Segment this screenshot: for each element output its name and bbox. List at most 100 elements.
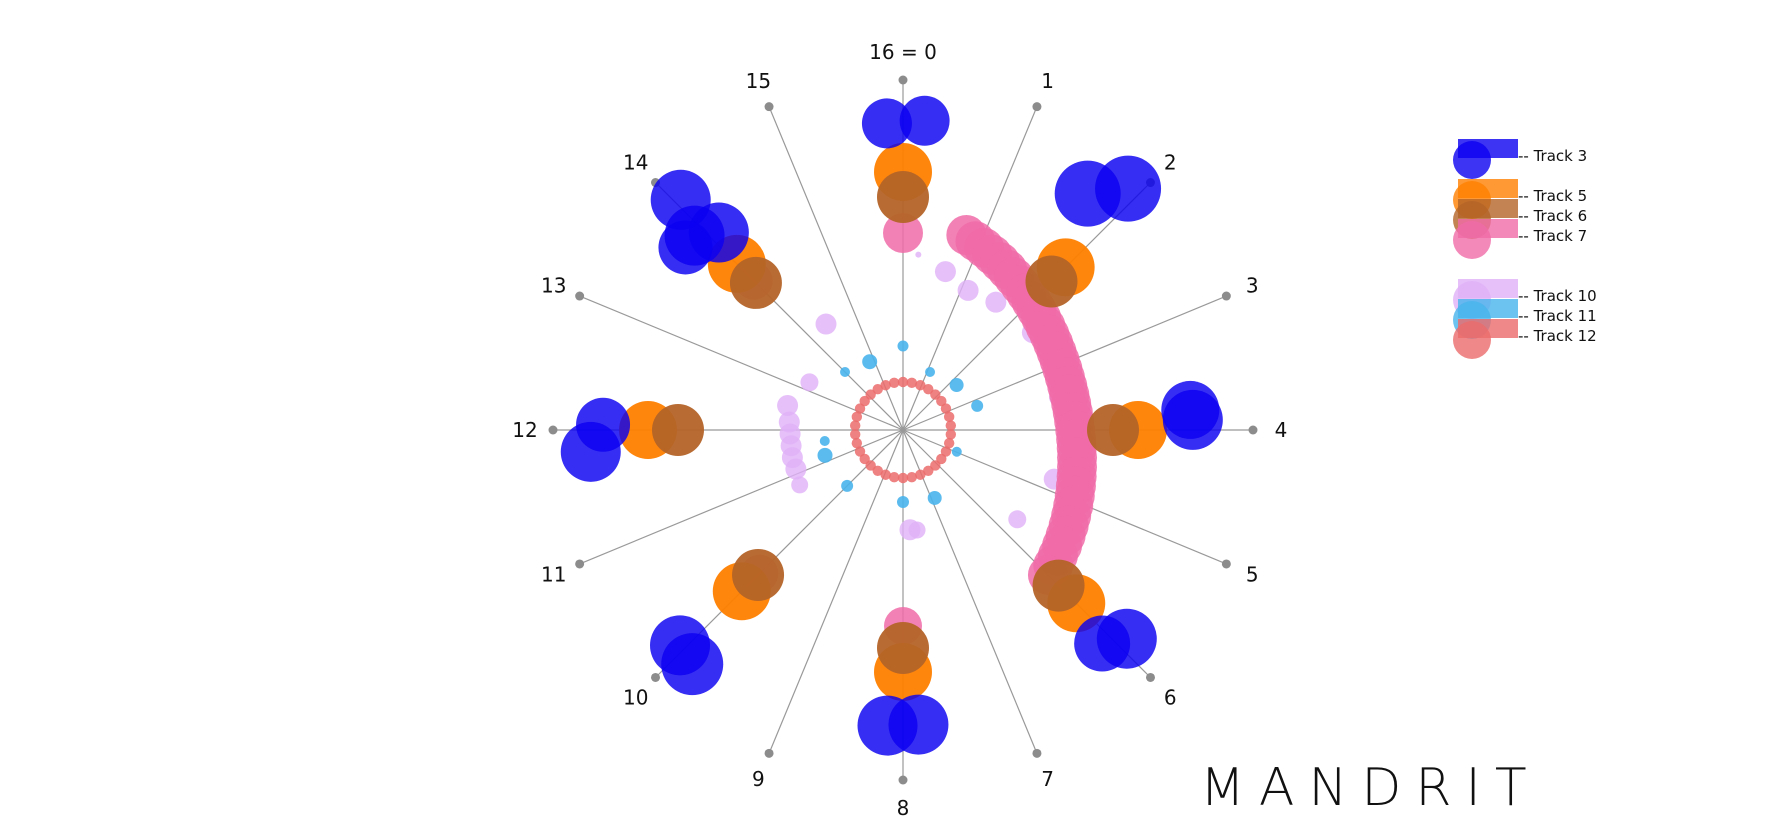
legend-label-track3: -- Track 3	[1518, 147, 1587, 165]
spoke-line-15	[768, 106, 904, 431]
track6-dot	[1087, 404, 1139, 456]
track12-dot	[897, 376, 909, 388]
track3-dot	[899, 95, 950, 146]
track12-dot	[859, 453, 870, 465]
track6-dot	[877, 171, 929, 223]
legend-label-track7: -- Track 7	[1518, 227, 1587, 245]
spoke-line-11	[579, 429, 904, 565]
spoke-label-10: 10	[623, 685, 648, 709]
dots-layer	[560, 95, 1223, 756]
track12-dot	[872, 383, 883, 395]
track12-dot	[850, 429, 861, 440]
spoke-end-marker-11	[575, 559, 585, 569]
spoke-label-14: 14	[623, 151, 648, 175]
track3-dot	[1095, 155, 1162, 222]
track10-dot	[815, 313, 837, 335]
track12-dot	[923, 465, 934, 477]
track10-dot	[1008, 510, 1027, 529]
spoke-end-marker-10	[651, 672, 661, 682]
track11-dot	[927, 490, 942, 505]
spoke-end-marker-13	[575, 291, 585, 301]
track12-dot	[940, 446, 952, 457]
spoke-line-7	[902, 429, 1038, 754]
track10-dot	[985, 291, 1007, 313]
track3-dot	[576, 397, 631, 452]
track12-dot	[923, 383, 934, 395]
legend-label-track12: -- Track 12	[1518, 327, 1597, 345]
track12-dot	[865, 389, 876, 400]
track10-dot	[899, 519, 921, 541]
track3-dot	[1162, 389, 1223, 450]
track12-dot	[850, 420, 861, 431]
track10-dot	[915, 251, 922, 258]
track12-dot	[915, 380, 926, 391]
legend: -- Track 3 -- Track 5 -- Track 6 -- Track 7…	[1453, 139, 1597, 359]
track12-dot	[945, 429, 956, 440]
track6-dot	[877, 622, 929, 674]
brand-title: MANDRIT	[1200, 758, 1541, 818]
track11-dot	[841, 479, 854, 492]
spoke-end-marker-7	[1032, 748, 1042, 758]
spoke-label-13: 13	[541, 273, 566, 297]
legend-dot-track7	[1453, 221, 1491, 259]
track12-dot	[930, 460, 941, 471]
track11-dot	[951, 446, 962, 457]
track11-dot	[949, 378, 964, 393]
track11-dot	[897, 496, 909, 508]
spoke-label-5: 5	[1246, 563, 1259, 587]
track7-dot	[883, 213, 923, 253]
track12-dot	[915, 469, 926, 480]
track3-dot	[1074, 615, 1131, 672]
spoke-label-9: 9	[752, 767, 765, 791]
track12-dot	[945, 420, 956, 431]
spoke-label-4: 4	[1275, 418, 1288, 442]
spoke-label-8: 8	[897, 796, 910, 820]
track12-dot	[906, 377, 918, 389]
spoke-end-marker-3	[1221, 291, 1231, 301]
spoke-label-3: 3	[1246, 273, 1259, 297]
spoke-end-marker-5	[1221, 559, 1231, 569]
track6-dot	[1032, 559, 1085, 612]
spoke-line-13	[579, 295, 904, 431]
track12-dot	[897, 472, 909, 484]
spoke-end-marker-0	[898, 75, 908, 85]
track11-dot	[971, 399, 984, 412]
spoke-end-marker-8	[898, 775, 908, 785]
track12-dot	[851, 411, 863, 423]
track3-dot	[861, 98, 912, 149]
track10-dot	[791, 476, 809, 494]
legend-label-track6: -- Track 6	[1518, 207, 1587, 225]
spoke-line-9	[768, 429, 904, 754]
spoke-label-7: 7	[1041, 767, 1054, 791]
track6-dot	[652, 404, 704, 456]
track10-dot	[777, 394, 799, 416]
spoke-label-1: 1	[1041, 69, 1054, 93]
track10-dot	[934, 261, 956, 283]
legend-label-track11: -- Track 11	[1518, 307, 1597, 325]
track11-dot	[862, 354, 878, 370]
track12-dot	[888, 471, 900, 483]
spoke-label-12: 12	[512, 418, 537, 442]
track11-dot	[925, 366, 936, 377]
track12-dot	[854, 403, 866, 414]
track3-dot	[658, 220, 713, 275]
track12-dot	[936, 395, 947, 407]
legend-dot-track12	[1453, 321, 1491, 359]
legend-label-track5: -- Track 5	[1518, 187, 1587, 205]
track6-dot	[729, 256, 782, 309]
track12-dot	[880, 469, 891, 480]
spoke-end-marker-12	[548, 425, 558, 435]
track12-dot	[872, 465, 883, 477]
legend-dot-track3	[1453, 141, 1491, 179]
track3-dot	[857, 695, 918, 756]
spoke-end-marker-6	[1145, 672, 1155, 682]
spoke-end-marker-15	[764, 102, 774, 112]
legend-label-track10: -- Track 10	[1518, 287, 1597, 305]
track10-dot	[800, 373, 819, 392]
track12-dot	[880, 380, 891, 391]
track11-dot	[819, 435, 830, 446]
track6-dot	[732, 548, 785, 601]
spoke-label-15: 15	[746, 69, 771, 93]
spoke-label-6: 6	[1164, 685, 1177, 709]
